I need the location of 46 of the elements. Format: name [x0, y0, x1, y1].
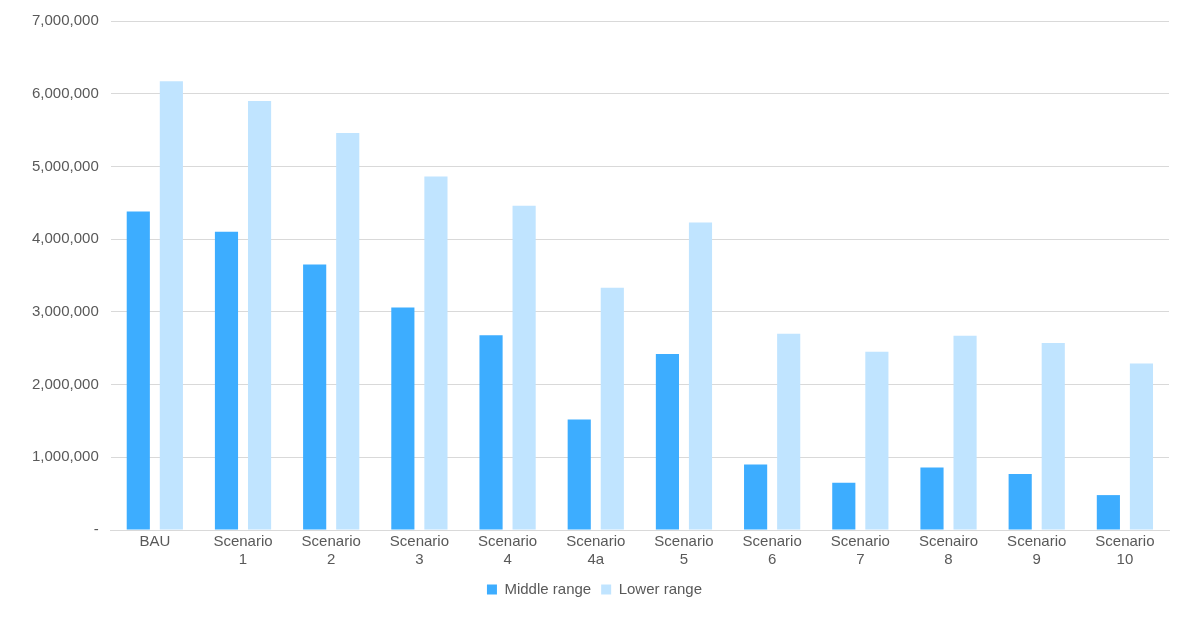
y-tick-label: 7,000,000 — [32, 11, 99, 29]
bar — [744, 464, 768, 530]
bar — [1096, 495, 1120, 530]
bar — [953, 335, 977, 530]
bar — [512, 205, 536, 530]
bar — [336, 132, 360, 530]
x-tick-label: Scenario 1 — [213, 532, 273, 568]
x-tick-label: Scenario 4a — [566, 532, 626, 568]
bar — [1008, 474, 1032, 530]
bar — [920, 467, 944, 530]
legend-label: Lower range — [618, 579, 703, 597]
x-tick-label: BAU — [139, 532, 171, 550]
bar — [424, 176, 448, 530]
bar — [600, 287, 624, 530]
bar — [479, 335, 503, 530]
bar — [655, 354, 679, 530]
bar — [832, 482, 856, 530]
y-tick-label: 4,000,000 — [32, 229, 99, 247]
x-tick-label: Scenario 5 — [654, 532, 714, 568]
y-tick-label: - — [93, 520, 99, 538]
bar — [1129, 363, 1154, 530]
bar — [126, 211, 150, 530]
y-tick-label: 5,000,000 — [32, 156, 99, 174]
x-tick-label: Scenario 2 — [301, 532, 361, 568]
x-tick-label: Scenario 3 — [389, 532, 449, 568]
y-tick-label: 1,000,000 — [32, 447, 99, 465]
bar — [214, 231, 239, 530]
bar — [247, 100, 272, 530]
bar — [391, 307, 415, 530]
x-tick-label: Scenairo 8 — [918, 532, 979, 568]
bar — [303, 264, 327, 530]
x-tick-label: Scenario 10 — [1095, 532, 1155, 568]
legend-label: Middle range — [504, 579, 592, 597]
y-tick-label: 3,000,000 — [32, 302, 99, 319]
bar — [688, 222, 713, 530]
y-tick-label: 6,000,000 — [32, 83, 99, 101]
x-tick-label: Scenario 9 — [1007, 532, 1067, 568]
x-tick-label: Scenario 4 — [477, 532, 538, 568]
x-tick-label: Scenario 6 — [742, 532, 802, 568]
bar — [777, 333, 801, 530]
bar — [159, 81, 183, 530]
bar — [865, 351, 889, 530]
x-tick-label: Scenario 7 — [830, 532, 890, 568]
y-tick-label: 2,000,000 — [32, 374, 99, 392]
bar — [567, 419, 591, 530]
bar — [1041, 343, 1065, 530]
